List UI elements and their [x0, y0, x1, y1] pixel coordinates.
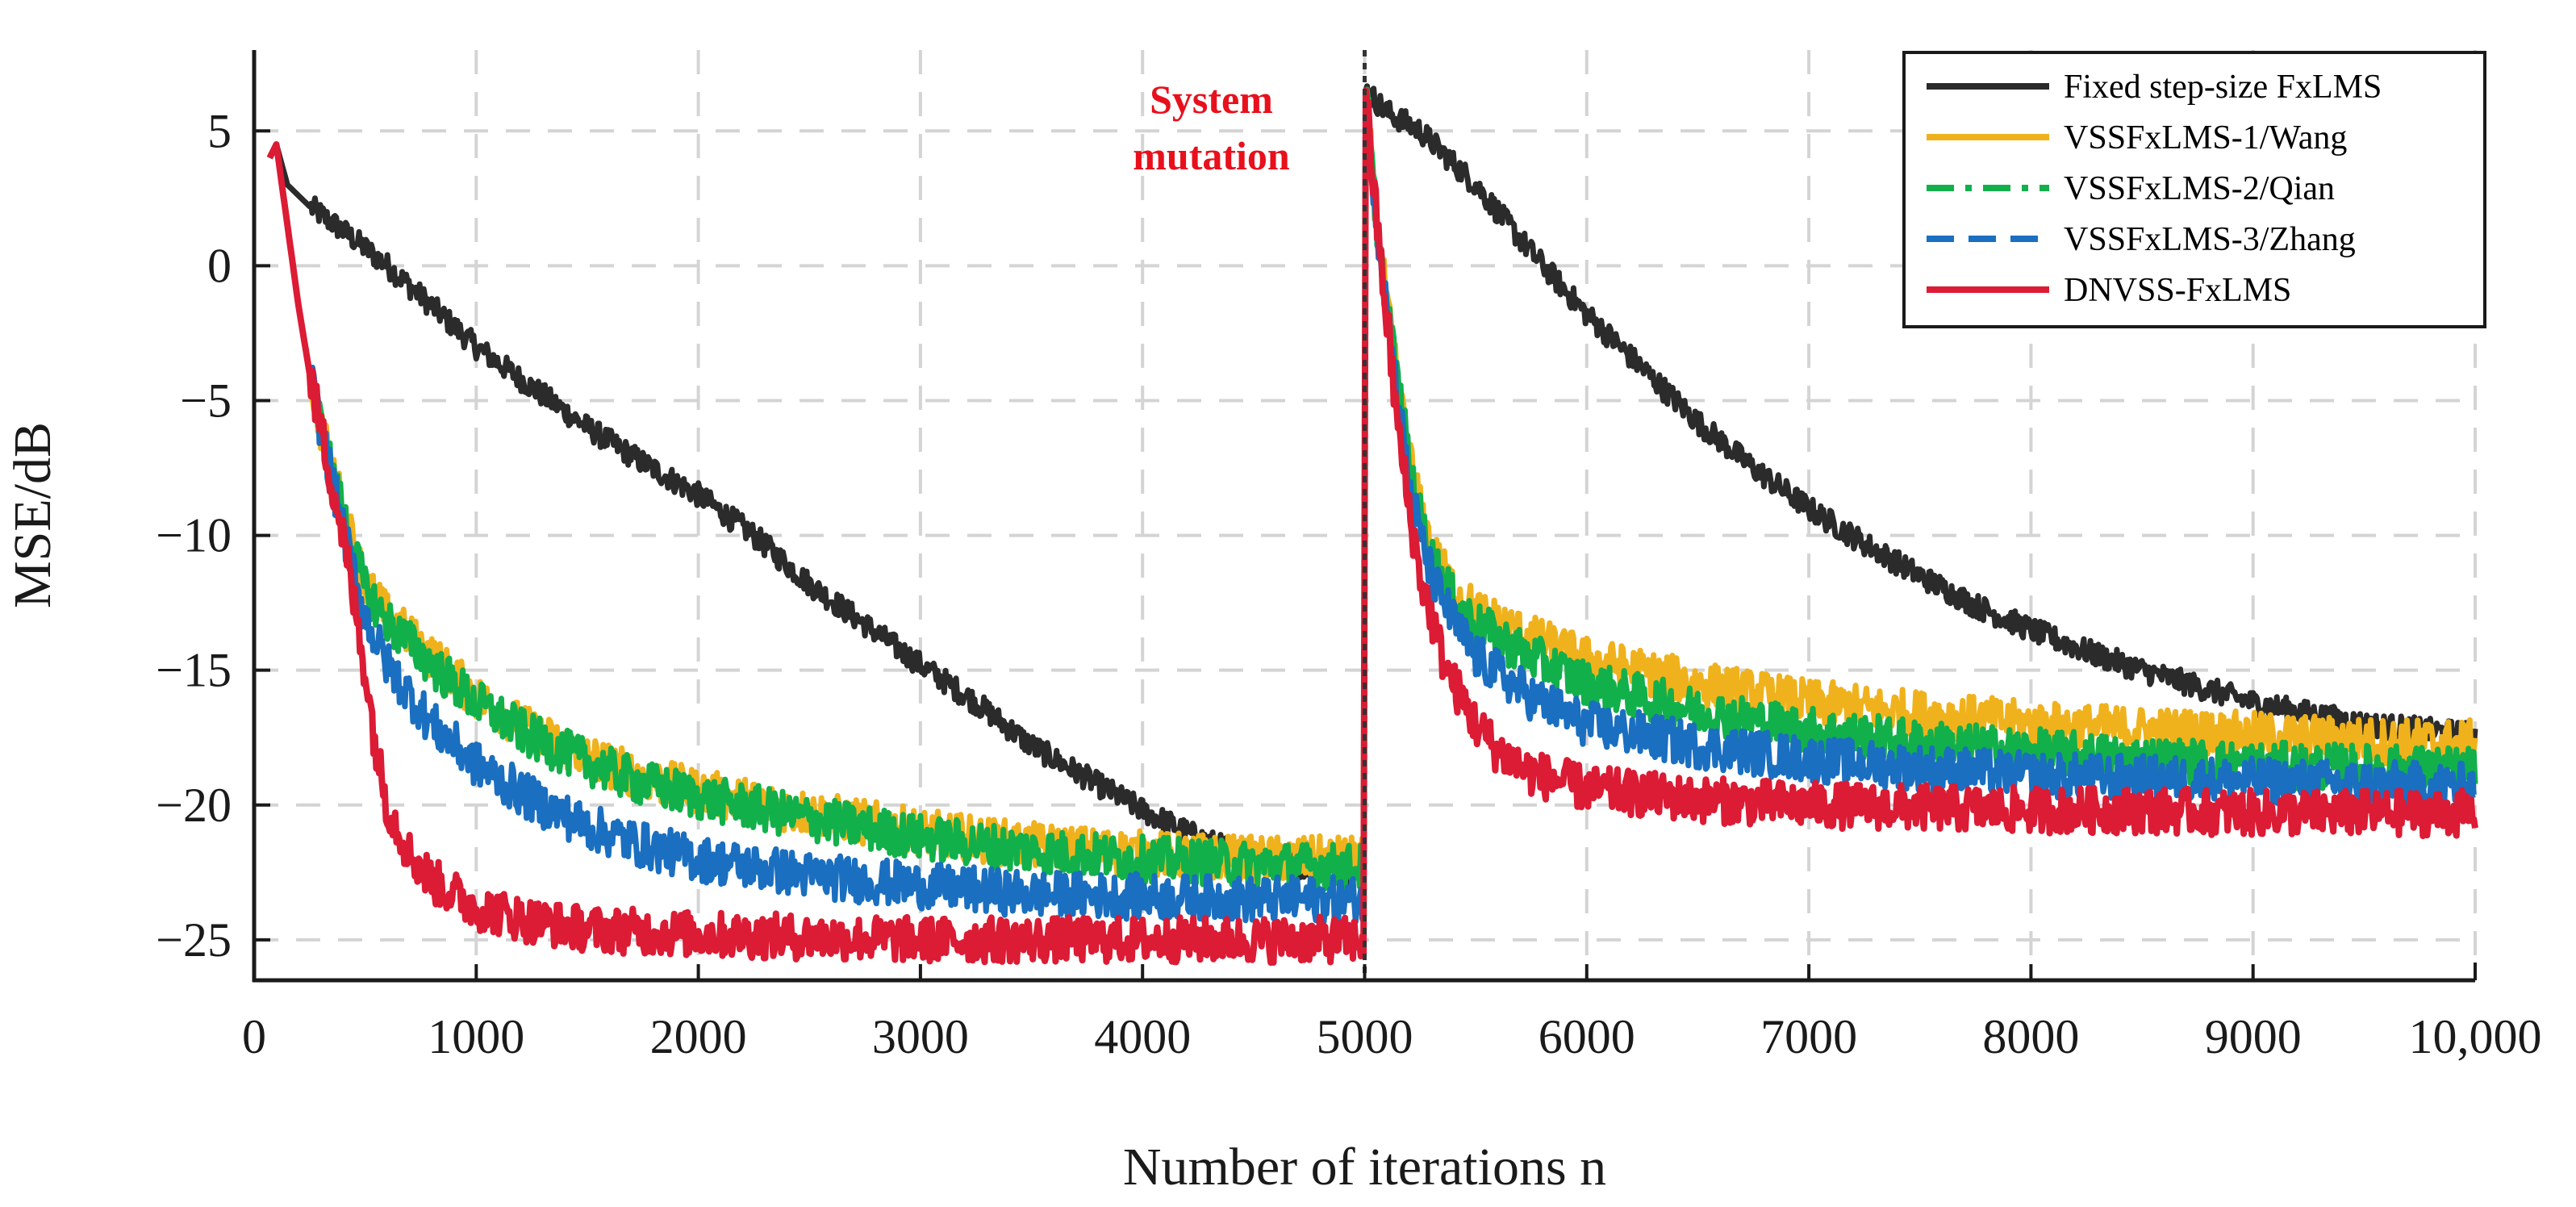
x-tick-label-0: 0 [242, 1010, 266, 1063]
x-tick-label-6: 6000 [1539, 1010, 1635, 1063]
legend-label-0: Fixed step-size FxLMS [2064, 69, 2382, 106]
y-tick-label-1: 0 [207, 239, 232, 292]
legend: Fixed step-size FxLMS VSSFxLMS-1/Wang VSSF… [1902, 51, 2486, 328]
tick-labels: 0 1000 2000 3000 4000 5000 6000 7000 8000 9000 10,… [156, 104, 2541, 1063]
y-tick-label-2: −5 [180, 374, 232, 427]
legend-items: Fixed step-size FxLMS VSSFxLMS-1/Wang VSSF… [1927, 69, 2382, 309]
y-axis-title: MSE/dB [3, 422, 62, 608]
y-tick-label-3: −10 [156, 509, 232, 562]
annotation-line-1: System [1150, 77, 1273, 122]
annotation-line-2: mutation [1133, 133, 1290, 178]
legend-label-4: DNVSS-FxLMS [2064, 272, 2291, 309]
y-tick-label-5: −20 [156, 779, 232, 832]
x-tick-label-10: 10,000 [2409, 1010, 2542, 1063]
x-tick-label-4: 4000 [1094, 1010, 1191, 1063]
x-tick-label-3: 3000 [872, 1010, 969, 1063]
series-line-fixed-step-size-fxlms [267, 83, 2478, 886]
x-tick-label-5: 5000 [1317, 1010, 1413, 1063]
y-tick-label-4: −15 [156, 644, 232, 697]
legend-label-2: VSSFxLMS-2/Qian [2064, 170, 2335, 207]
x-tick-label-9: 9000 [2205, 1010, 2302, 1063]
axes [252, 50, 2477, 983]
series-line-dnvss-fxlms [266, 87, 2478, 967]
y-tick-label-0: 5 [207, 104, 232, 157]
y-tick-label-6: −25 [156, 913, 232, 967]
x-tick-label-7: 7000 [1760, 1010, 1857, 1063]
legend-label-3: VSSFxLMS-3/Zhang [2064, 221, 2356, 258]
x-axis-title: Number of iterations n [1123, 1138, 1606, 1197]
legend-label-1: VSSFxLMS-1/Wang [2064, 119, 2347, 157]
x-tick-label-8: 8000 [1982, 1010, 2079, 1063]
x-tick-label-1: 1000 [428, 1010, 524, 1063]
x-tick-label-2: 2000 [650, 1010, 747, 1063]
series-group [266, 83, 2478, 967]
